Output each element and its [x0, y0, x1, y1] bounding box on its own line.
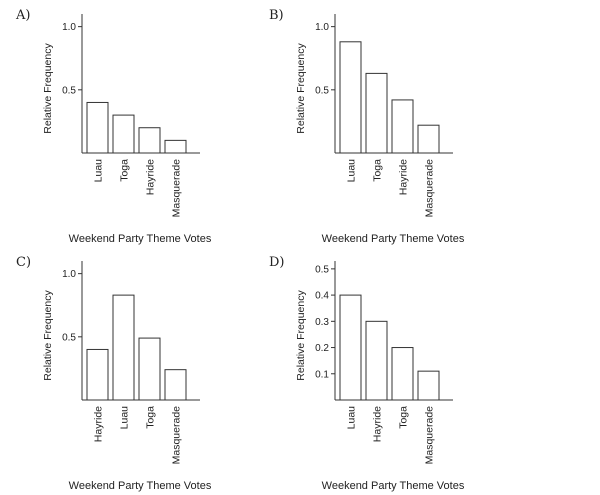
chart-panel: B) Relative Frequency 0.5 1.0 Luau Toga Hayrid…	[269, 8, 465, 245]
bar-hayride	[391, 99, 414, 154]
y-axis-title: Relative Frequency	[42, 43, 54, 134]
bar-masquerade	[164, 369, 187, 401]
category-label: Hayride	[145, 159, 157, 195]
x-axis-title: Weekend Party Theme Votes	[322, 233, 465, 245]
panel-letter: C)	[16, 255, 31, 270]
y-tick-label: 0.5	[62, 85, 76, 96]
y-tick-label: 0.5	[62, 332, 76, 343]
category-label: Toga	[119, 159, 131, 182]
y-tick-label: 0.5	[315, 264, 329, 275]
bar-toga	[365, 72, 388, 154]
panel-letter: D)	[269, 255, 285, 270]
y-tick-label: 1.0	[62, 269, 76, 280]
category-label: Luau	[93, 159, 105, 183]
y-tick-label: 0.2	[315, 343, 329, 354]
category-label: Luau	[346, 406, 358, 430]
category-label: Hayride	[93, 406, 105, 442]
category-label: Luau	[119, 406, 131, 430]
bar-masquerade	[417, 124, 440, 154]
bar-hayride	[86, 348, 109, 401]
category-label: Masquerade	[424, 406, 436, 465]
bar-toga	[112, 114, 135, 154]
chart-panel: D) Relative Frequency 0.1 0.2 0.3 0.4 0.5 Luau H…	[269, 255, 465, 492]
bar-hayride	[138, 127, 161, 154]
category-label: Masquerade	[171, 159, 183, 218]
category-label: Toga	[145, 406, 157, 429]
category-label: Hayride	[372, 406, 384, 442]
category-label: Toga	[398, 406, 410, 429]
y-tick-label: 1.0	[62, 22, 76, 33]
chart-panel: C) Relative Frequency 0.5 1.0 Hayride Luau Tog…	[16, 255, 212, 492]
category-label: Masquerade	[171, 406, 183, 465]
y-tick-label: 0.1	[315, 369, 329, 380]
category-label: Toga	[372, 159, 384, 182]
bar-luau	[339, 41, 362, 154]
y-tick-label: 0.3	[315, 317, 329, 328]
category-label: Luau	[346, 159, 358, 183]
x-axis-title: Weekend Party Theme Votes	[69, 480, 212, 492]
panel-letter: B)	[269, 8, 284, 23]
bar-toga	[138, 337, 161, 401]
x-axis-title: Weekend Party Theme Votes	[69, 233, 212, 245]
bar-luau	[112, 294, 135, 401]
y-axis-title: Relative Frequency	[295, 43, 307, 134]
chart-panel: A) Relative Frequency 0.5 1.0 Luau Toga Hayrid…	[15, 8, 212, 245]
y-tick-label: 1.0	[315, 22, 329, 33]
bar-luau	[86, 101, 109, 154]
y-tick-label: 0.4	[315, 291, 329, 302]
y-axis-title: Relative Frequency	[295, 290, 307, 381]
bar-masquerade	[417, 370, 440, 401]
y-axis-title: Relative Frequency	[42, 290, 54, 381]
bar-luau	[339, 294, 362, 401]
x-axis-title: Weekend Party Theme Votes	[322, 480, 465, 492]
bar-hayride	[365, 320, 388, 401]
y-tick-label: 0.5	[315, 85, 329, 96]
category-label: Hayride	[398, 159, 410, 195]
panel-letter: A)	[15, 8, 30, 23]
bar-toga	[391, 347, 414, 401]
category-label: Masquerade	[424, 159, 436, 218]
bar-masquerade	[164, 139, 187, 154]
